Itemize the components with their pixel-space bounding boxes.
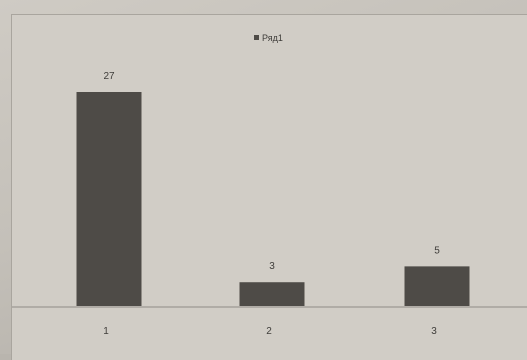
data-labels-group: 27 3 5 [103, 71, 440, 272]
data-label-2: 3 [269, 261, 275, 272]
bars-group [76, 92, 470, 306]
chart-legend: Ряд1 [254, 33, 283, 43]
bar-2 [239, 282, 305, 306]
bar-1 [76, 92, 142, 306]
bar-3 [404, 266, 470, 306]
data-label-1: 27 [103, 71, 115, 82]
data-label-3: 5 [434, 245, 440, 256]
legend-label: Ряд1 [262, 33, 283, 43]
x-tick-labels-group: 1 2 3 [103, 326, 437, 337]
x-tick-label-3: 3 [431, 326, 437, 337]
x-tick-label-1: 1 [103, 326, 109, 337]
x-tick-label-2: 2 [266, 326, 272, 337]
legend-swatch [254, 35, 259, 40]
